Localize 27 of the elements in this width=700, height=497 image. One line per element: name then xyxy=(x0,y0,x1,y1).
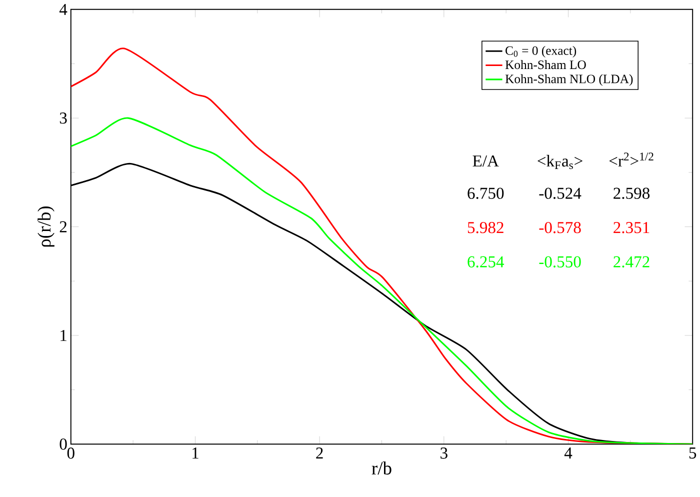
y-tick-label: 3 xyxy=(60,112,67,124)
legend-label: Kohn-Sham LO xyxy=(505,60,586,69)
x-tick-label: 5 xyxy=(689,447,696,458)
annotation: 2.472 xyxy=(614,256,650,268)
legend-label: C$_{0}$ = 0 (exact) xyxy=(506,46,576,58)
annotation: <r$^{2}$>$^{1/2}$ xyxy=(609,152,654,166)
y-tick-label: 1 xyxy=(60,330,66,341)
x-tick-label: 3 xyxy=(440,447,448,459)
y-tick-label: 2 xyxy=(60,221,67,232)
annotation: <k$_{F}$a$_{s}$> xyxy=(538,154,582,169)
x-axis-title: r/b xyxy=(372,461,392,474)
annotation: -0.524 xyxy=(539,188,582,199)
x-tick-label: 1 xyxy=(192,447,198,458)
annotation: 5.982 xyxy=(468,222,504,234)
annotation: -0.578 xyxy=(539,222,581,234)
x-tick-label: 2 xyxy=(316,447,323,458)
annotation: 6.254 xyxy=(468,256,504,268)
annotation: 6.750 xyxy=(468,188,504,199)
annotation: -0.550 xyxy=(539,256,581,268)
annotation: 2.598 xyxy=(614,188,650,199)
y-tick-label: 0 xyxy=(60,438,67,450)
annotation: 2.351 xyxy=(614,222,650,234)
legend-label: Kohn-Sham NLO (LDA) xyxy=(505,74,633,86)
annotation: E/A xyxy=(472,155,499,166)
y-axis-title: ρ(r/b) xyxy=(38,206,54,246)
y-tick-label: 4 xyxy=(59,4,68,15)
x-tick-label: 4 xyxy=(564,447,572,458)
